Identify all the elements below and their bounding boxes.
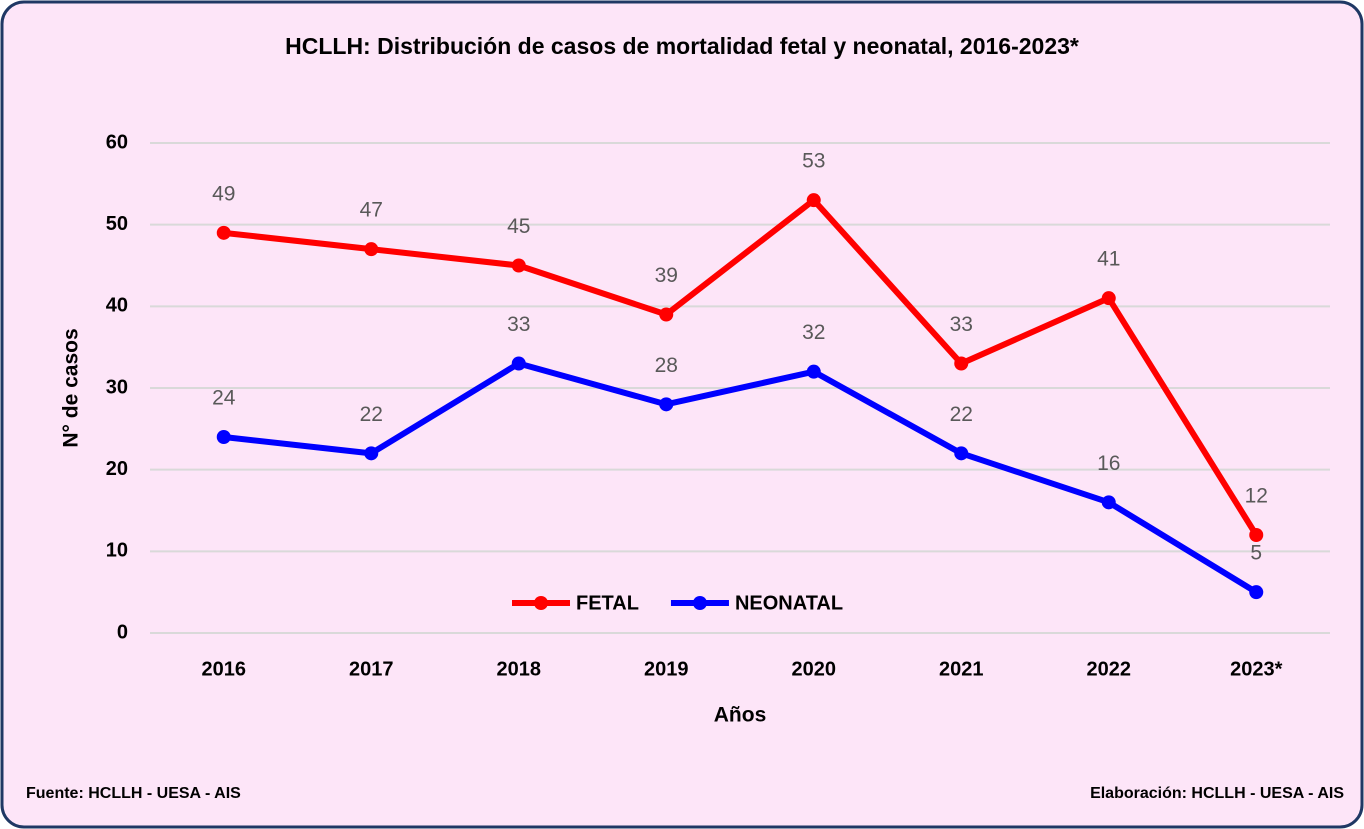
series-line [223, 360, 1258, 595]
data-point [216, 430, 231, 444]
x-tick-label: 2019 [644, 658, 689, 680]
y-tick-label: 40 [106, 295, 128, 317]
data-label: 33 [950, 313, 973, 336]
y-tick-label: 0 [117, 621, 128, 643]
legend-marker [692, 596, 707, 610]
y-tick-label: 60 [106, 131, 128, 153]
data-point [364, 242, 379, 257]
data-point [364, 446, 379, 461]
data-point [659, 307, 674, 322]
data-point [511, 356, 526, 371]
data-label: 32 [802, 321, 825, 344]
data-point [1101, 291, 1116, 306]
data-label: 24 [212, 387, 236, 410]
y-tick-label: 50 [106, 213, 128, 235]
data-point [954, 446, 969, 461]
x-tick-label: 2020 [792, 658, 837, 680]
data-point [216, 225, 231, 240]
data-label: 53 [802, 150, 825, 173]
data-label: 12 [1245, 485, 1268, 508]
data-label: 22 [950, 403, 973, 426]
y-tick-label: 20 [106, 458, 128, 480]
x-tick-label: 2022 [1087, 658, 1132, 680]
x-tick-label: 2021 [939, 658, 984, 680]
data-point [806, 193, 821, 208]
chart-title: HCLLH: Distribución de casos de mortalid… [285, 33, 1079, 59]
data-point [1249, 585, 1264, 600]
legend-label: NEONATAL [735, 592, 843, 614]
data-label: 49 [212, 182, 235, 205]
data-point [806, 364, 821, 379]
data-point [954, 356, 969, 371]
x-tick-label: 2018 [497, 658, 542, 680]
y-axis-label: N° de casos [60, 328, 83, 447]
y-tick-label: 30 [106, 376, 128, 398]
data-point [1249, 528, 1264, 542]
data-point [511, 258, 526, 273]
series-line [223, 197, 1259, 537]
legend-marker [534, 596, 548, 610]
x-tick-label: 2016 [202, 658, 247, 680]
source-note: Fuente: HCLLH - UESA - AIS [26, 785, 241, 802]
data-label: 45 [507, 215, 530, 238]
data-point [1101, 495, 1116, 510]
data-label: 41 [1097, 248, 1120, 271]
x-tick-label: 2017 [349, 658, 394, 680]
credit-note: Elaboración: HCLLH - UESA - AIS [1090, 785, 1344, 802]
x-axis-label: Años [714, 704, 767, 727]
x-tick-label: 2023* [1230, 658, 1282, 680]
data-label: 28 [655, 354, 678, 377]
data-label: 39 [655, 264, 678, 287]
data-point [659, 397, 674, 412]
y-tick-label: 10 [106, 540, 128, 562]
data-label: 16 [1097, 452, 1120, 475]
legend-label: FETAL [576, 592, 639, 614]
data-label: 47 [360, 199, 383, 222]
data-label: 33 [507, 313, 530, 336]
data-label: 5 [1250, 542, 1262, 565]
data-label: 22 [360, 403, 383, 426]
